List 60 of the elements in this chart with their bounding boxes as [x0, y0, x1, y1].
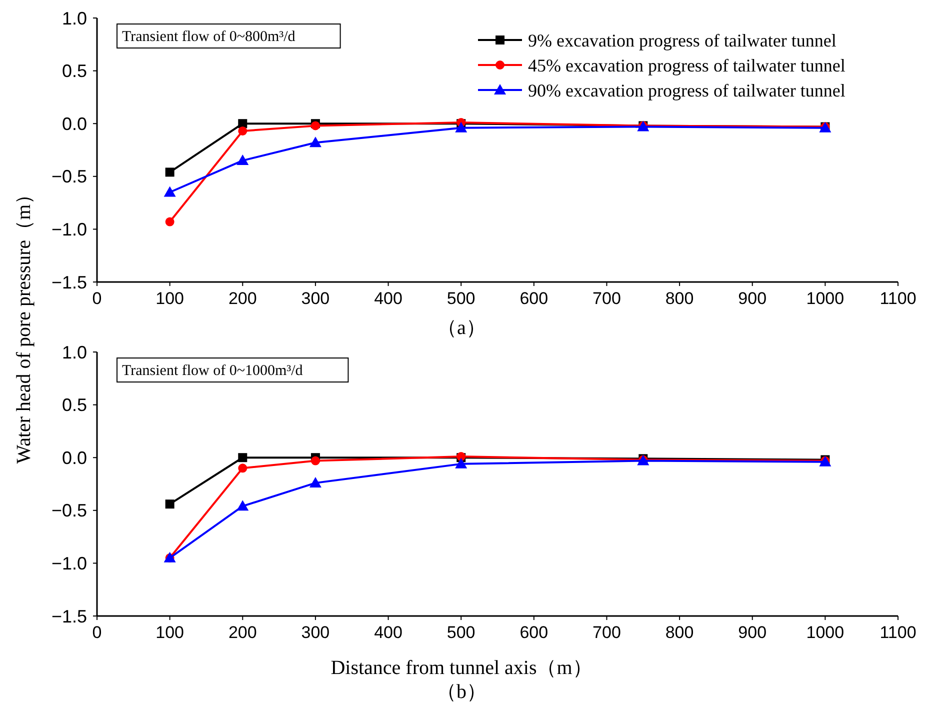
x-tick-label: 700	[592, 289, 621, 308]
x-tick-label: 1100	[880, 289, 916, 308]
y-tick-label: −0.5	[51, 500, 87, 521]
x-axis-title: Distance from tunnel axis（m）	[330, 657, 592, 679]
point	[165, 168, 174, 177]
x-tick-label: 800	[665, 289, 694, 308]
x-tick-label: 900	[738, 623, 767, 642]
point	[165, 500, 174, 509]
point	[309, 136, 322, 148]
y-tick-label: 1.0	[62, 342, 87, 362]
text: （b）	[436, 681, 486, 703]
point	[455, 458, 468, 468]
y-tick-label: 0.0	[62, 114, 87, 134]
y-tick-label: −1.5	[51, 272, 87, 292]
x-tick-label: 1100	[880, 623, 916, 642]
x-tick-label: 800	[665, 623, 694, 642]
y-tick-label: −1.0	[51, 554, 87, 574]
x-tick-label: 600	[520, 289, 548, 308]
x-tick-label: 200	[228, 623, 257, 642]
y-tick-label: 0.5	[62, 61, 87, 82]
x-tick-label: 0	[92, 623, 102, 642]
x-tick-label: 100	[156, 289, 184, 308]
y-tick-label: 1.0	[62, 8, 87, 28]
annotation: Transient flow of 0~1000m³/d	[122, 363, 304, 379]
legend-label: 9% excavation progress of tailwater tunnel	[528, 30, 836, 50]
point	[238, 119, 248, 128]
x-tick-label: 100	[156, 623, 184, 642]
x-tick-label: 1000	[806, 289, 844, 308]
point	[309, 476, 322, 488]
x-tick-label: 500	[446, 623, 476, 642]
x-tick-label: 900	[738, 289, 767, 308]
x-tick-label: 400	[374, 623, 402, 642]
annotation: Transient flow of 0~800m³/d	[122, 29, 296, 45]
x-tick-label: 1000	[806, 623, 844, 642]
legend-label: 45% excavation progress of tailwater tunnel	[528, 55, 846, 76]
point	[310, 456, 320, 466]
x-tick-label: 300	[301, 289, 330, 308]
x-tick-label: 500	[446, 289, 476, 308]
y-tick-label: −1.5	[51, 606, 87, 626]
point	[238, 126, 248, 136]
x-tick-label: 300	[301, 623, 330, 642]
y-tick-label: 0.0	[62, 448, 87, 468]
x-tick-label: 700	[592, 623, 621, 642]
point	[238, 453, 248, 462]
y-tick-label: 0.5	[62, 395, 87, 416]
x-tick-label: 600	[520, 623, 548, 642]
y-axis-title: Water head of pore pressure（m）	[13, 184, 35, 464]
y-tick-label: −1.0	[51, 220, 87, 240]
point	[236, 500, 249, 511]
point	[238, 464, 248, 473]
x-tick-label: 0	[92, 289, 102, 308]
x-tick-label: 400	[374, 289, 402, 308]
point	[164, 186, 176, 197]
text: （a）	[437, 317, 486, 339]
x-tick-label: 200	[228, 289, 257, 308]
point	[455, 122, 468, 132]
point	[165, 217, 174, 226]
legend-label: 90% excavation progress of tailwater tunnel	[528, 80, 846, 100]
point	[236, 154, 249, 166]
y-tick-label: −0.5	[51, 166, 87, 187]
